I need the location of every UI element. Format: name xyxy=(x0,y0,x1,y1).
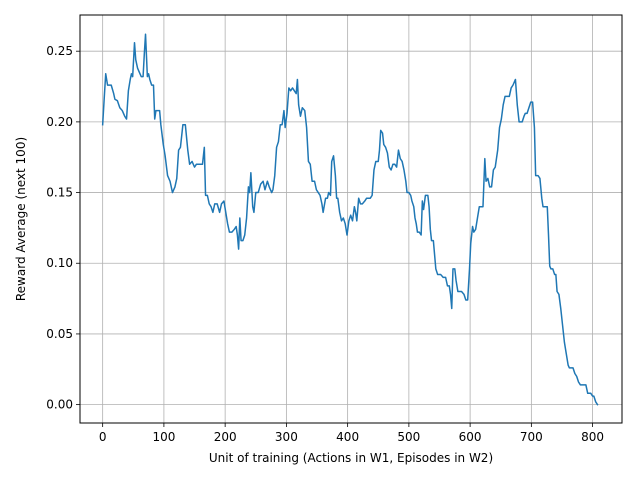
x-tick-label: 0 xyxy=(99,430,107,444)
series-layer xyxy=(101,33,599,406)
x-tick-label: 400 xyxy=(336,430,359,444)
x-tick-label: 600 xyxy=(459,430,482,444)
x-tick-label: 500 xyxy=(397,430,420,444)
y-tick-label: 0.15 xyxy=(46,186,73,200)
x-tick-label: 800 xyxy=(581,430,604,444)
x-axis-label: Unit of training (Actions in W1, Episode… xyxy=(209,451,493,465)
plot-area xyxy=(80,15,622,423)
x-tick-label: 200 xyxy=(214,430,237,444)
grid-lines xyxy=(80,15,622,423)
y-tick-label: 0.25 xyxy=(46,44,73,58)
y-axis-ticks: 0.00 0.05 0.10 0.15 0.20 0.25 xyxy=(46,44,80,412)
y-tick-label: 0.00 xyxy=(46,398,73,412)
series-line xyxy=(101,33,599,406)
y-tick-label: 0.10 xyxy=(46,256,73,270)
y-tick-label: 0.05 xyxy=(46,327,73,341)
x-tick-label: 700 xyxy=(520,430,543,444)
x-tick-label: 300 xyxy=(275,430,298,444)
y-tick-label: 0.20 xyxy=(46,115,73,129)
x-tick-label: 100 xyxy=(152,430,175,444)
axes-frame xyxy=(79,14,623,424)
x-axis-ticks: 0 100 200 300 400 500 600 700 800 xyxy=(99,423,604,444)
y-axis-label: Reward Average (next 100) xyxy=(14,137,28,301)
